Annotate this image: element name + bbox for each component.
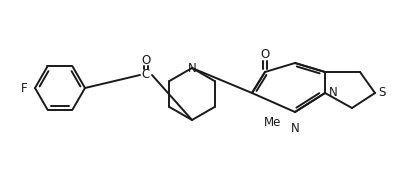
Text: N: N (328, 87, 337, 99)
Text: N: N (187, 61, 196, 75)
Text: F: F (21, 81, 28, 95)
Text: Me: Me (263, 116, 281, 129)
Text: C: C (142, 68, 150, 81)
Text: S: S (377, 87, 385, 99)
Text: O: O (260, 48, 269, 61)
Text: N: N (290, 122, 299, 136)
Text: O: O (141, 53, 150, 67)
